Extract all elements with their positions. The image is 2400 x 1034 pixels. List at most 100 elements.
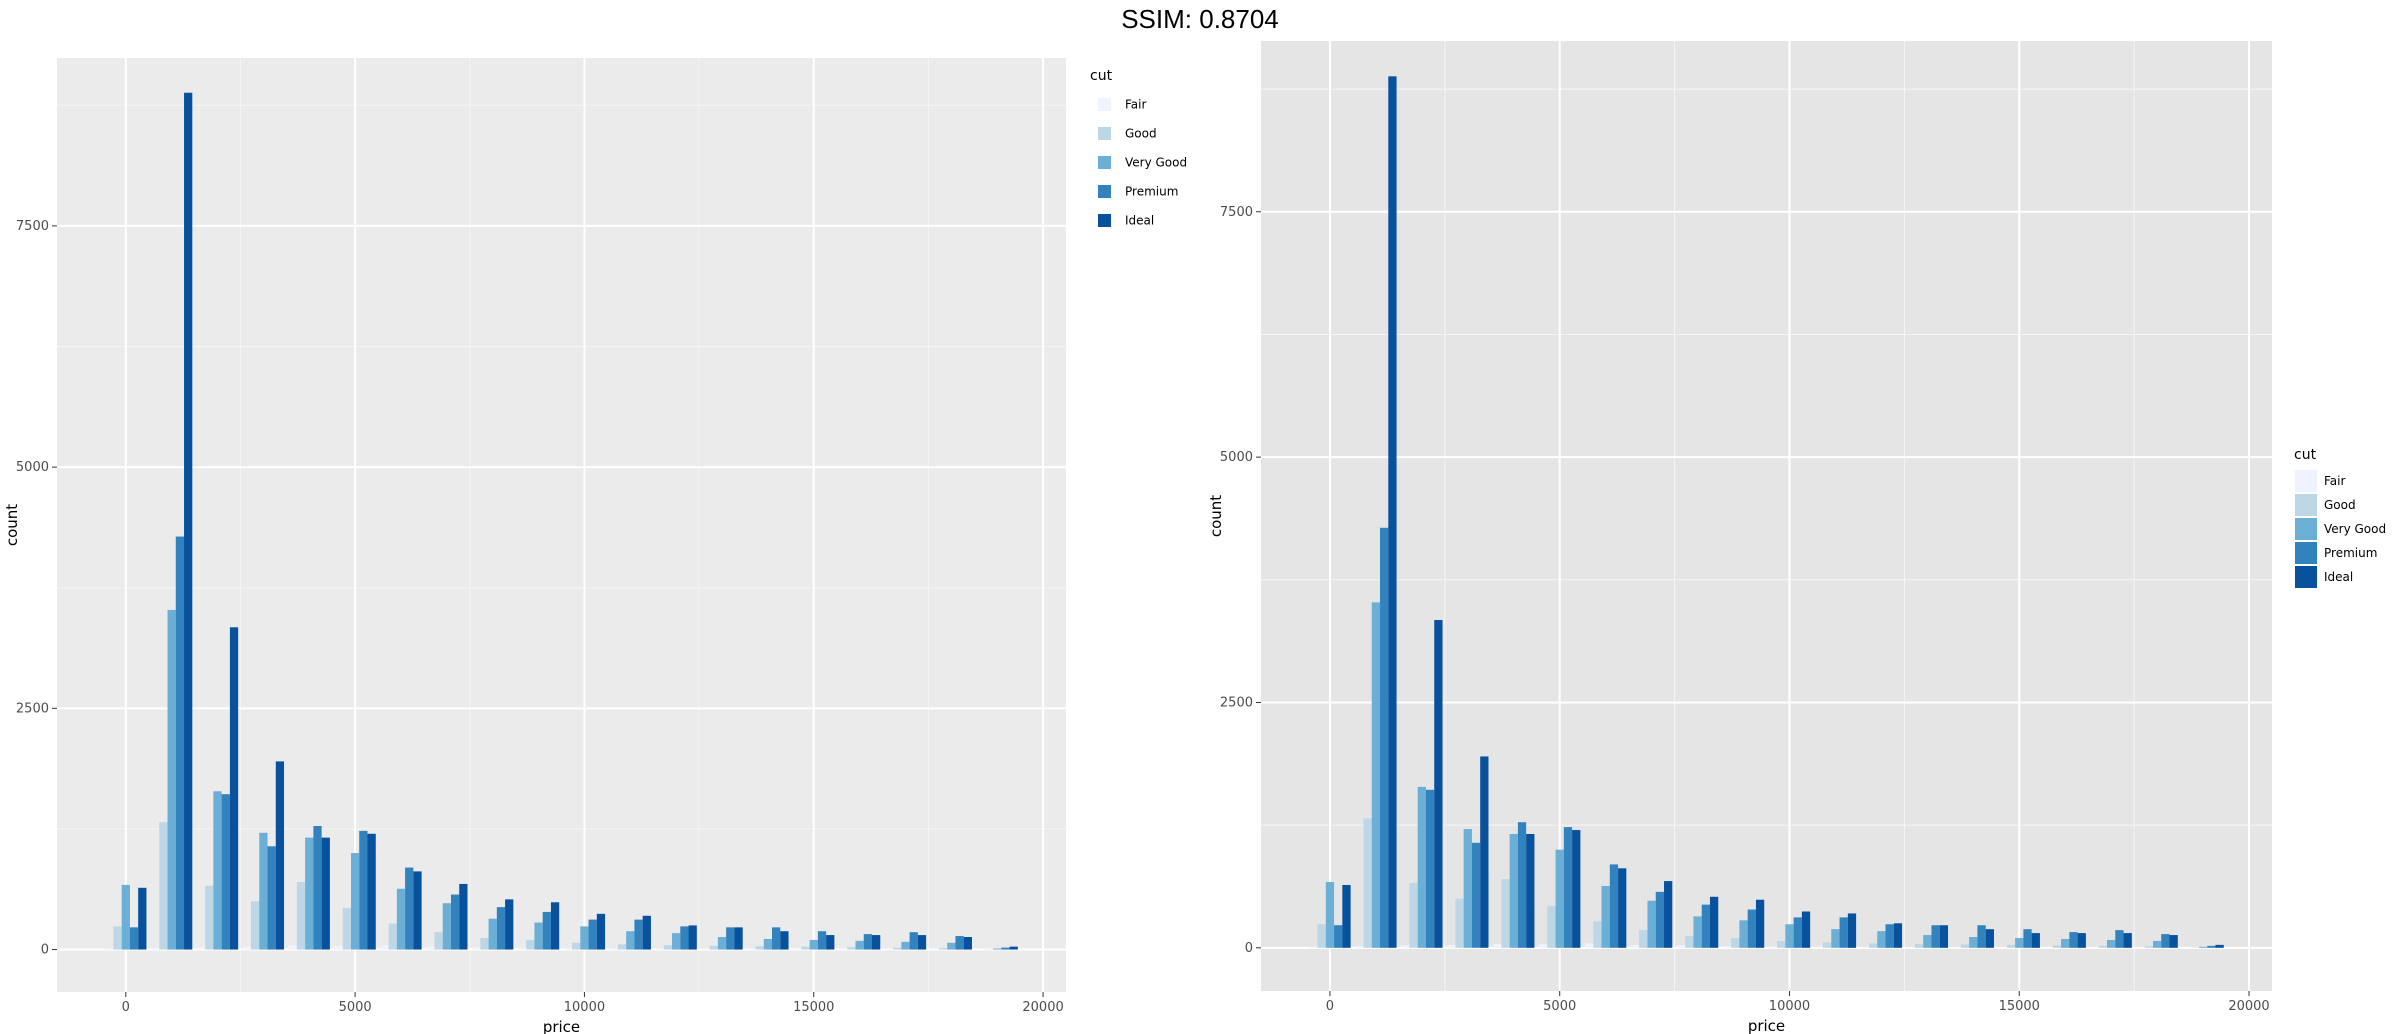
- bar-very-good: [488, 918, 497, 950]
- bar-ideal: [1801, 911, 1811, 948]
- bar-fair: [426, 946, 435, 950]
- bar-ideal: [2215, 944, 2224, 948]
- bar-ideal: [2169, 935, 2178, 948]
- bar-fair: [1860, 946, 1869, 948]
- x-tick-label: 10000: [564, 1000, 605, 1015]
- bar-very-good: [1371, 602, 1381, 948]
- bar-premium: [359, 830, 368, 950]
- x-tick-label: 5000: [339, 1000, 372, 1015]
- legend-key: [1098, 214, 1111, 227]
- bar-fair: [1906, 947, 1915, 948]
- bar-ideal: [1709, 896, 1719, 948]
- x-axis-title: price: [543, 1018, 580, 1034]
- y-axis-title: count: [3, 504, 21, 546]
- bar-premium: [2115, 930, 2124, 948]
- bar-very-good: [167, 609, 176, 950]
- bar-fair: [1998, 947, 2007, 948]
- x-tick-label: 10000: [1769, 999, 1810, 1014]
- legend-key: [1098, 185, 1111, 198]
- bar-premium: [726, 927, 735, 950]
- bar-very-good: [1739, 920, 1748, 948]
- bar-good: [617, 944, 627, 950]
- bar-good: [893, 947, 902, 950]
- y-axis-title: count: [1207, 495, 1225, 537]
- bar-fair: [380, 945, 389, 950]
- legend-title: cut: [1090, 68, 1113, 84]
- bar-good: [663, 945, 673, 950]
- bar-good: [2052, 945, 2062, 948]
- bar-premium: [1609, 864, 1619, 948]
- bar-ideal: [1388, 76, 1397, 948]
- bar-very-good: [1325, 882, 1335, 948]
- bar-premium: [267, 846, 276, 950]
- bar-good: [159, 822, 168, 950]
- bar-fair: [1768, 946, 1778, 948]
- legend: cut Fair Good Very Good Premium Ideal: [1090, 68, 1187, 228]
- bar-fair: [196, 947, 206, 950]
- bar-very-good: [350, 853, 360, 950]
- legend-label: Fair: [2324, 474, 2345, 488]
- bar-premium: [1885, 924, 1894, 948]
- bar-very-good: [1555, 849, 1564, 948]
- legend-title: cut: [2294, 447, 2317, 463]
- y-tick-label: 0: [1245, 941, 1253, 956]
- bar-fair: [517, 947, 527, 950]
- bar-ideal: [1939, 925, 1949, 948]
- legend-key: [2295, 542, 2317, 564]
- bar-good: [2144, 946, 2153, 948]
- bar-fair: [334, 946, 343, 950]
- bar-fair: [151, 947, 160, 950]
- bar-ideal: [1847, 913, 1857, 948]
- bar-ideal: [963, 937, 972, 950]
- bar-ideal: [2077, 933, 2086, 948]
- bar-very-good: [1647, 900, 1656, 948]
- bar-premium: [1425, 789, 1435, 948]
- legend-key: [1098, 98, 1111, 111]
- x-tick-label: 15000: [1999, 999, 2040, 1014]
- bar-very-good: [855, 940, 864, 950]
- bar-premium: [863, 934, 872, 950]
- bar-very-good: [1417, 786, 1426, 948]
- bar-good: [1914, 943, 1924, 948]
- bar-good: [113, 926, 122, 950]
- bar-ideal: [917, 935, 927, 950]
- bar-good: [434, 932, 443, 950]
- bar-ideal: [229, 627, 239, 950]
- bar-very-good: [993, 948, 1002, 950]
- y-tick-label: 7500: [16, 219, 49, 234]
- bar-fair: [1447, 944, 1456, 948]
- bar-good: [1501, 879, 1510, 948]
- bar-ideal: [1009, 946, 1018, 950]
- bar-ideal: [596, 913, 606, 950]
- bar-ideal: [688, 925, 697, 950]
- bar-premium: [1701, 904, 1710, 948]
- bar-premium: [175, 536, 185, 950]
- legend-label: Ideal: [1125, 214, 1154, 228]
- bar-premium: [1793, 917, 1802, 948]
- bar-very-good: [1923, 935, 1932, 948]
- legend-label: Premium: [2324, 546, 2377, 560]
- bar-ideal: [1893, 923, 1903, 948]
- bar-ideal: [2123, 933, 2132, 948]
- bar-premium: [772, 927, 781, 950]
- chart-1: 0 5000 10000 15000 20000 0 2500 5000 7500 price co…: [3, 58, 1187, 1034]
- bar-good: [1455, 898, 1464, 948]
- bar-ideal: [550, 902, 560, 950]
- legend-label: Premium: [1125, 185, 1178, 199]
- bar-very-good: [717, 937, 727, 950]
- bar-ideal: [275, 761, 285, 950]
- bar-good: [1868, 943, 1878, 948]
- bar-premium: [405, 867, 414, 950]
- plot-panel: [57, 58, 1066, 992]
- bar-good: [572, 942, 581, 950]
- bar-good: [251, 901, 260, 950]
- bar-fair: [1722, 945, 1732, 948]
- bar-premium: [2069, 932, 2078, 948]
- x-tick-label: 15000: [793, 1000, 834, 1015]
- bar-fair: [701, 948, 710, 950]
- legend-label: Good: [2324, 498, 2356, 512]
- legend-label: Fair: [1125, 98, 1146, 112]
- bar-ideal: [734, 927, 743, 950]
- bar-good: [296, 882, 306, 950]
